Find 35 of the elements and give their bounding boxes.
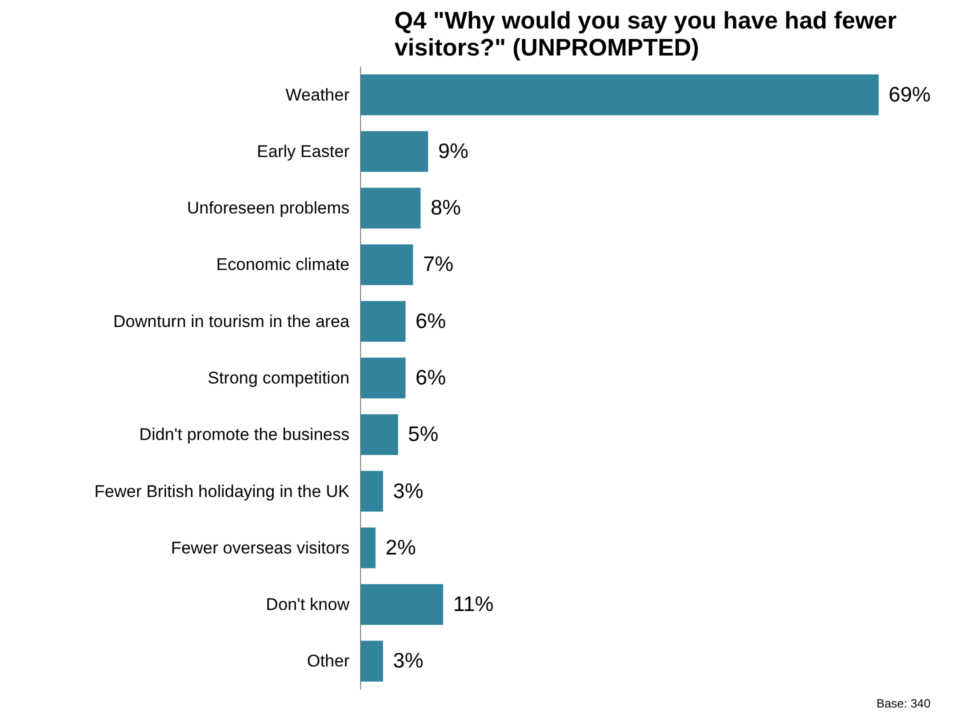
data-label: 3% [393, 480, 424, 503]
data-label: 11% [453, 593, 494, 616]
text: Base: 340 [876, 696, 931, 710]
data-label: 8% [430, 196, 461, 220]
data-label: 7% [423, 253, 454, 276]
bar [360, 188, 421, 228]
y-tick-label: Didn't promote the business [139, 425, 350, 444]
data-label: 9% [438, 140, 468, 163]
bar [360, 74, 879, 116]
y-tick-label: Don't know [266, 595, 350, 614]
y-tick-label: Other [306, 652, 350, 671]
y-tick-label: Economic climate [216, 255, 350, 274]
bar [360, 358, 406, 398]
y-tick-label: Early Easter [256, 142, 350, 161]
bar [360, 414, 398, 456]
y-tick-label: Unforeseen problems [186, 198, 350, 218]
data-label: 5% [408, 423, 438, 446]
data-label: 6% [416, 310, 446, 333]
data-label: 3% [393, 650, 424, 673]
bar [360, 300, 406, 342]
y-tick-label: Weather [286, 85, 350, 104]
bar [360, 470, 384, 512]
bar [360, 640, 384, 682]
y-tick-label: Fewer British holidaying in the UK [94, 482, 350, 501]
bar [360, 584, 444, 625]
y-tick-label: Strong competition [208, 368, 350, 388]
data-label: 2% [386, 536, 416, 560]
bar [360, 131, 428, 172]
y-tick-label: Downturn in tourism in the area [113, 312, 350, 331]
bar [360, 244, 414, 286]
bar [360, 528, 376, 568]
y-tick-label: Fewer overseas visitors [170, 538, 350, 558]
data-label: 6% [416, 366, 446, 390]
chart-title: Q4 "Why would you say you have had fewer visitors?" (UNPROMPTED) [394, 8, 897, 62]
data-label: 69% [888, 83, 931, 106]
